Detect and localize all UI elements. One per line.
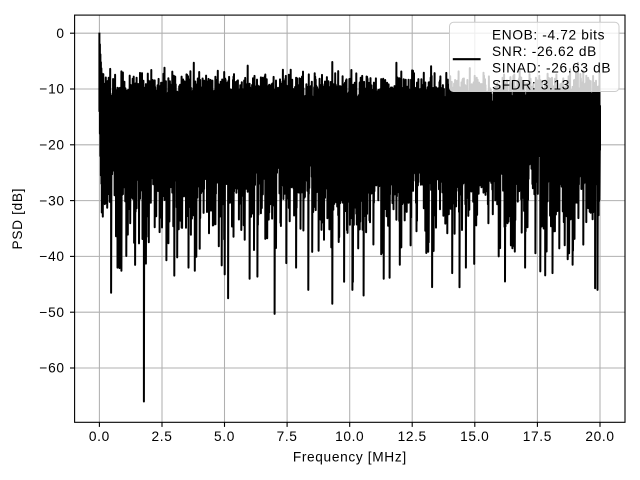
svg-text:SNR: -26.62 dB: SNR: -26.62 dB bbox=[492, 44, 597, 59]
svg-text:−30: −30 bbox=[39, 193, 64, 208]
svg-text:5.0: 5.0 bbox=[214, 429, 235, 444]
svg-text:20.0: 20.0 bbox=[585, 429, 614, 444]
svg-text:PSD [dB]: PSD [dB] bbox=[10, 188, 25, 250]
svg-text:−40: −40 bbox=[39, 249, 64, 264]
svg-text:−20: −20 bbox=[39, 138, 64, 153]
svg-text:2.5: 2.5 bbox=[152, 429, 173, 444]
svg-text:−10: −10 bbox=[39, 82, 64, 97]
svg-text:SINAD: -26.63 dB: SINAD: -26.63 dB bbox=[492, 61, 611, 76]
svg-text:−50: −50 bbox=[39, 305, 64, 320]
svg-text:12.5: 12.5 bbox=[398, 429, 427, 444]
svg-text:0: 0 bbox=[56, 26, 64, 41]
svg-text:Frequency [MHz]: Frequency [MHz] bbox=[293, 449, 407, 464]
svg-text:SFDR: 3.13: SFDR: 3.13 bbox=[492, 77, 570, 92]
svg-text:−60: −60 bbox=[39, 361, 64, 376]
svg-text:10.0: 10.0 bbox=[335, 429, 364, 444]
svg-text:0.0: 0.0 bbox=[89, 429, 110, 444]
svg-text:17.5: 17.5 bbox=[523, 429, 552, 444]
svg-text:7.5: 7.5 bbox=[277, 429, 298, 444]
svg-text:15.0: 15.0 bbox=[460, 429, 489, 444]
svg-text:ENOB: -4.72 bits: ENOB: -4.72 bits bbox=[492, 28, 605, 43]
